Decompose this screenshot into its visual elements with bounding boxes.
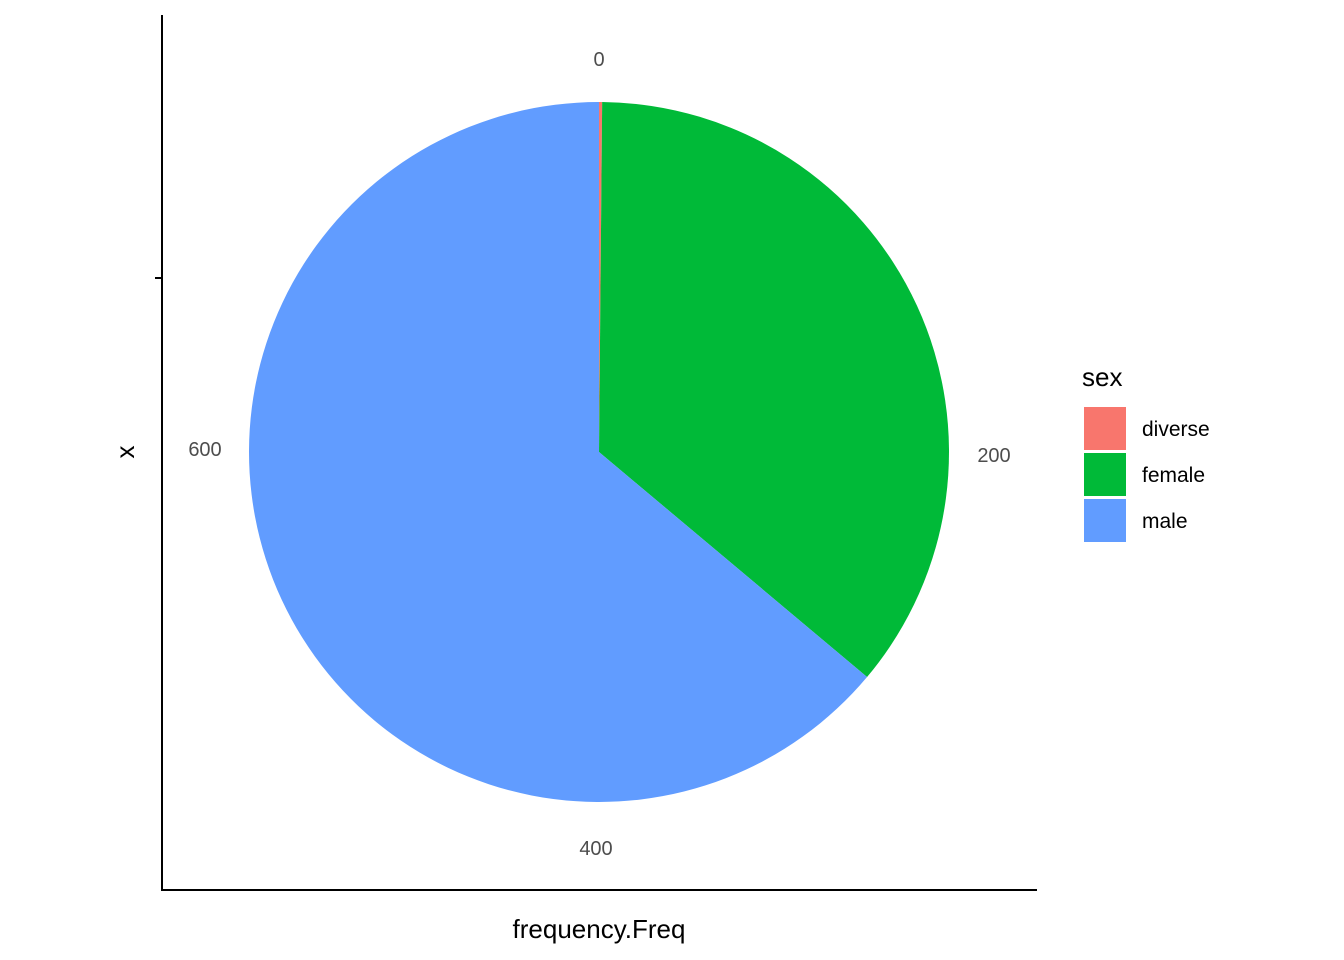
legend-label-female: female — [1142, 464, 1205, 487]
legend-key-diverse — [1084, 407, 1126, 450]
pie-slices — [248, 102, 949, 802]
y-axis-title: x — [110, 446, 140, 459]
legend-key-female — [1084, 453, 1126, 496]
x-axis-title: frequency.Freq — [513, 914, 686, 944]
legend-title: sex — [1082, 362, 1122, 392]
legend-label-diverse: diverse — [1142, 418, 1210, 441]
pie-slice-female — [599, 102, 949, 678]
theta-tick-label-0: 0 — [593, 49, 604, 71]
legend-key-male — [1084, 499, 1126, 542]
theta-tick-label-400: 400 — [579, 838, 612, 860]
pie-slice-male — [248, 102, 868, 802]
theta-tick-label-200: 200 — [977, 445, 1010, 467]
legend: sex diverse female male — [1082, 362, 1210, 542]
theta-tick-label-600: 600 — [188, 439, 221, 461]
pie-slice-diverse — [599, 102, 603, 452]
legend-label-male: male — [1142, 510, 1188, 533]
